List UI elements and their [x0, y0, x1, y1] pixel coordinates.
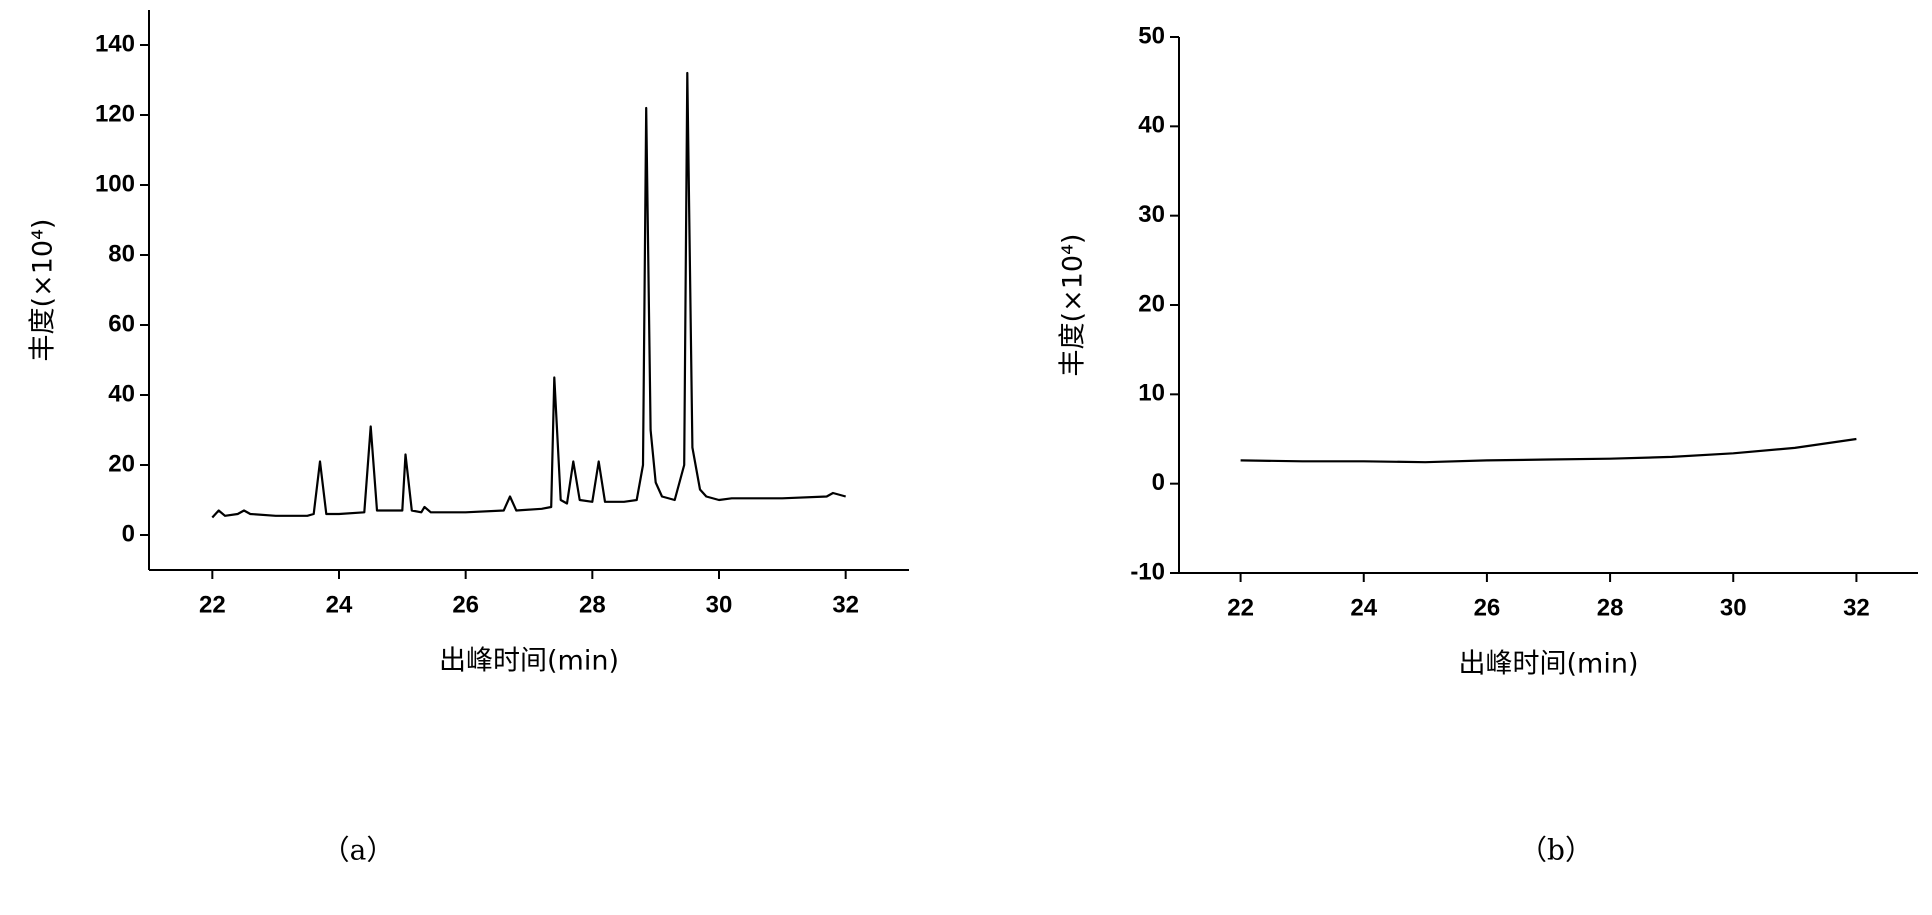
x-tick-label: 24 [326, 591, 353, 618]
y-axis-label: 丰度(×10⁴) [28, 219, 59, 362]
caption: （b） [1519, 834, 1593, 867]
x-tick-label: 30 [706, 591, 733, 618]
y-tick-label: 60 [108, 310, 135, 337]
y-tick-label: 140 [95, 30, 135, 57]
x-axis-label: 出峰时间(min) [439, 646, 619, 677]
y-tick-label: 20 [108, 450, 135, 477]
y-tick-label: 30 [1138, 201, 1165, 228]
x-tick-label: 28 [1597, 594, 1624, 621]
x-tick-label: 28 [579, 591, 606, 618]
y-tick-label: 40 [1138, 112, 1165, 139]
y-tick-label: 120 [95, 100, 135, 127]
y-tick-label: 50 [1138, 22, 1165, 49]
x-tick-label: 22 [199, 591, 226, 618]
y-tick-label: 20 [1138, 290, 1165, 317]
x-tick-label: 30 [1720, 594, 1747, 621]
y-tick-label: -10 [1130, 558, 1165, 585]
x-tick-label: 24 [1350, 594, 1377, 621]
y-tick-label: 10 [1138, 380, 1165, 407]
data-line [1240, 437, 1857, 464]
y-tick-label: 40 [108, 380, 135, 407]
y-tick-label: 0 [122, 520, 135, 547]
data-line [211, 71, 846, 519]
x-tick-label: 26 [1474, 594, 1501, 621]
x-axis-label: 出峰时间(min) [1459, 649, 1639, 680]
x-tick-label: 32 [832, 591, 859, 618]
x-tick-label: 26 [452, 591, 479, 618]
x-tick-label: 32 [1843, 594, 1870, 621]
y-axis-label: 丰度(×10⁴) [1058, 234, 1089, 377]
y-tick-label: 80 [108, 240, 135, 267]
y-tick-label: 0 [1152, 469, 1165, 496]
caption: （a） [322, 834, 395, 867]
x-tick-label: 22 [1227, 594, 1254, 621]
y-tick-label: 100 [95, 170, 135, 197]
